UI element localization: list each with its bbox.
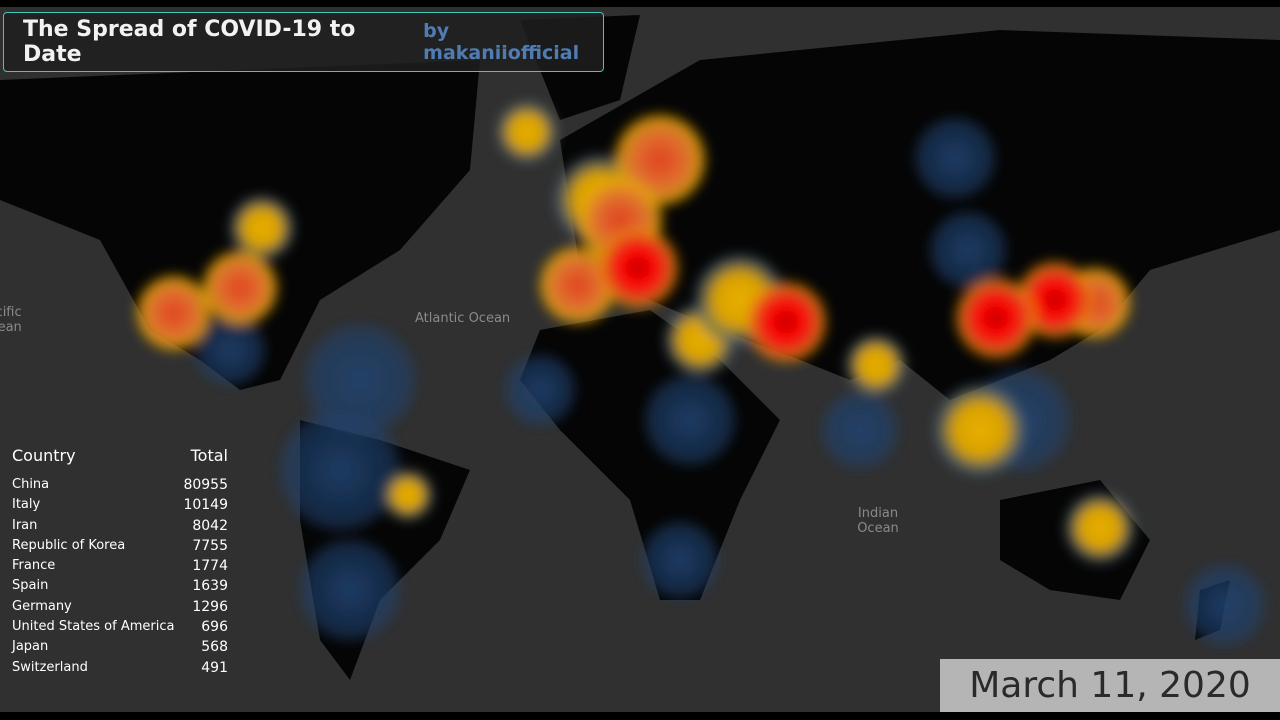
table-row: Japan 568 xyxy=(12,639,228,659)
country-total: 8042 xyxy=(192,517,228,534)
date: March 11, 2020 xyxy=(969,665,1251,706)
country-name: Japan xyxy=(12,639,49,655)
heat-blob xyxy=(305,325,415,435)
heat-blob xyxy=(746,282,826,362)
heat-blob xyxy=(300,540,400,640)
table-row: Iran 8042 xyxy=(12,518,228,538)
heat-blob xyxy=(280,410,400,530)
ocean-label: Atlantic Ocean xyxy=(415,311,511,326)
country-name: Iran xyxy=(12,517,38,533)
heat-blob xyxy=(598,228,678,308)
ocean-label: Indian Ocean xyxy=(857,506,899,536)
heat-blob xyxy=(203,251,277,325)
heat-blob xyxy=(935,385,1025,475)
table-row: Switzerland 491 xyxy=(12,660,228,680)
heat-blob xyxy=(642,522,718,598)
heat-layer xyxy=(137,102,1265,645)
table-header: Country Total xyxy=(12,446,228,465)
heat-blob xyxy=(505,355,575,425)
country-name: France xyxy=(12,558,56,574)
country-name: China xyxy=(12,477,50,492)
table-row: Spain 1639 xyxy=(12,578,228,598)
heat-blob xyxy=(1065,493,1135,563)
country-name: Spain xyxy=(12,578,49,594)
heat-blob xyxy=(383,470,433,520)
heat-blob xyxy=(915,118,995,198)
country-name: Republic of Korea xyxy=(12,537,126,553)
table-row: Italy 10149 xyxy=(12,497,228,517)
heat-blob xyxy=(1017,262,1093,338)
heat-blob xyxy=(846,335,906,395)
country-total: 696 xyxy=(201,619,228,636)
byline: by makaniiofficial xyxy=(423,20,580,64)
country-total: 1639 xyxy=(192,578,228,595)
country-table: Country Total China 80955 Italy 10149 Iran 80… xyxy=(12,446,228,680)
heat-blob xyxy=(822,392,898,468)
country-total: 7755 xyxy=(192,537,228,554)
table-row: Germany 1296 xyxy=(12,599,228,619)
title-box: The Spread of COVID-19 to Date by makani… xyxy=(3,12,604,72)
country-name: United States of America xyxy=(12,619,175,635)
heat-blob xyxy=(195,315,265,385)
heat-blob xyxy=(645,375,735,465)
country-total: 568 xyxy=(201,639,228,656)
ocean-label: Pacific Ocean xyxy=(0,305,22,335)
title: The Spread of COVID-19 to Date xyxy=(23,17,356,67)
date-box: March 11, 2020 xyxy=(940,659,1280,712)
table-row: Republic of Korea 7755 xyxy=(12,538,228,558)
heat-blob xyxy=(137,276,211,350)
country-total: 1296 xyxy=(192,598,228,615)
country-name: Germany xyxy=(12,598,72,614)
country-name: Italy xyxy=(12,497,41,513)
heat-blob xyxy=(497,102,557,162)
table-row: China 80955 xyxy=(12,477,228,497)
country-total: 491 xyxy=(201,659,228,676)
country-name: Switzerland xyxy=(12,659,88,675)
heat-blob xyxy=(930,212,1006,288)
heat-blob xyxy=(230,196,294,260)
column-header: Country xyxy=(12,446,76,465)
heat-blob xyxy=(540,247,616,323)
table-row: France 1774 xyxy=(12,558,228,578)
heat-blob xyxy=(1185,565,1265,645)
heat-blob xyxy=(956,278,1036,358)
country-total: 1774 xyxy=(192,558,228,575)
column-header: Total xyxy=(190,446,228,465)
table-row: United States of America 696 xyxy=(12,619,228,639)
country-total: 10149 xyxy=(183,497,228,514)
country-total: 80955 xyxy=(183,477,228,493)
